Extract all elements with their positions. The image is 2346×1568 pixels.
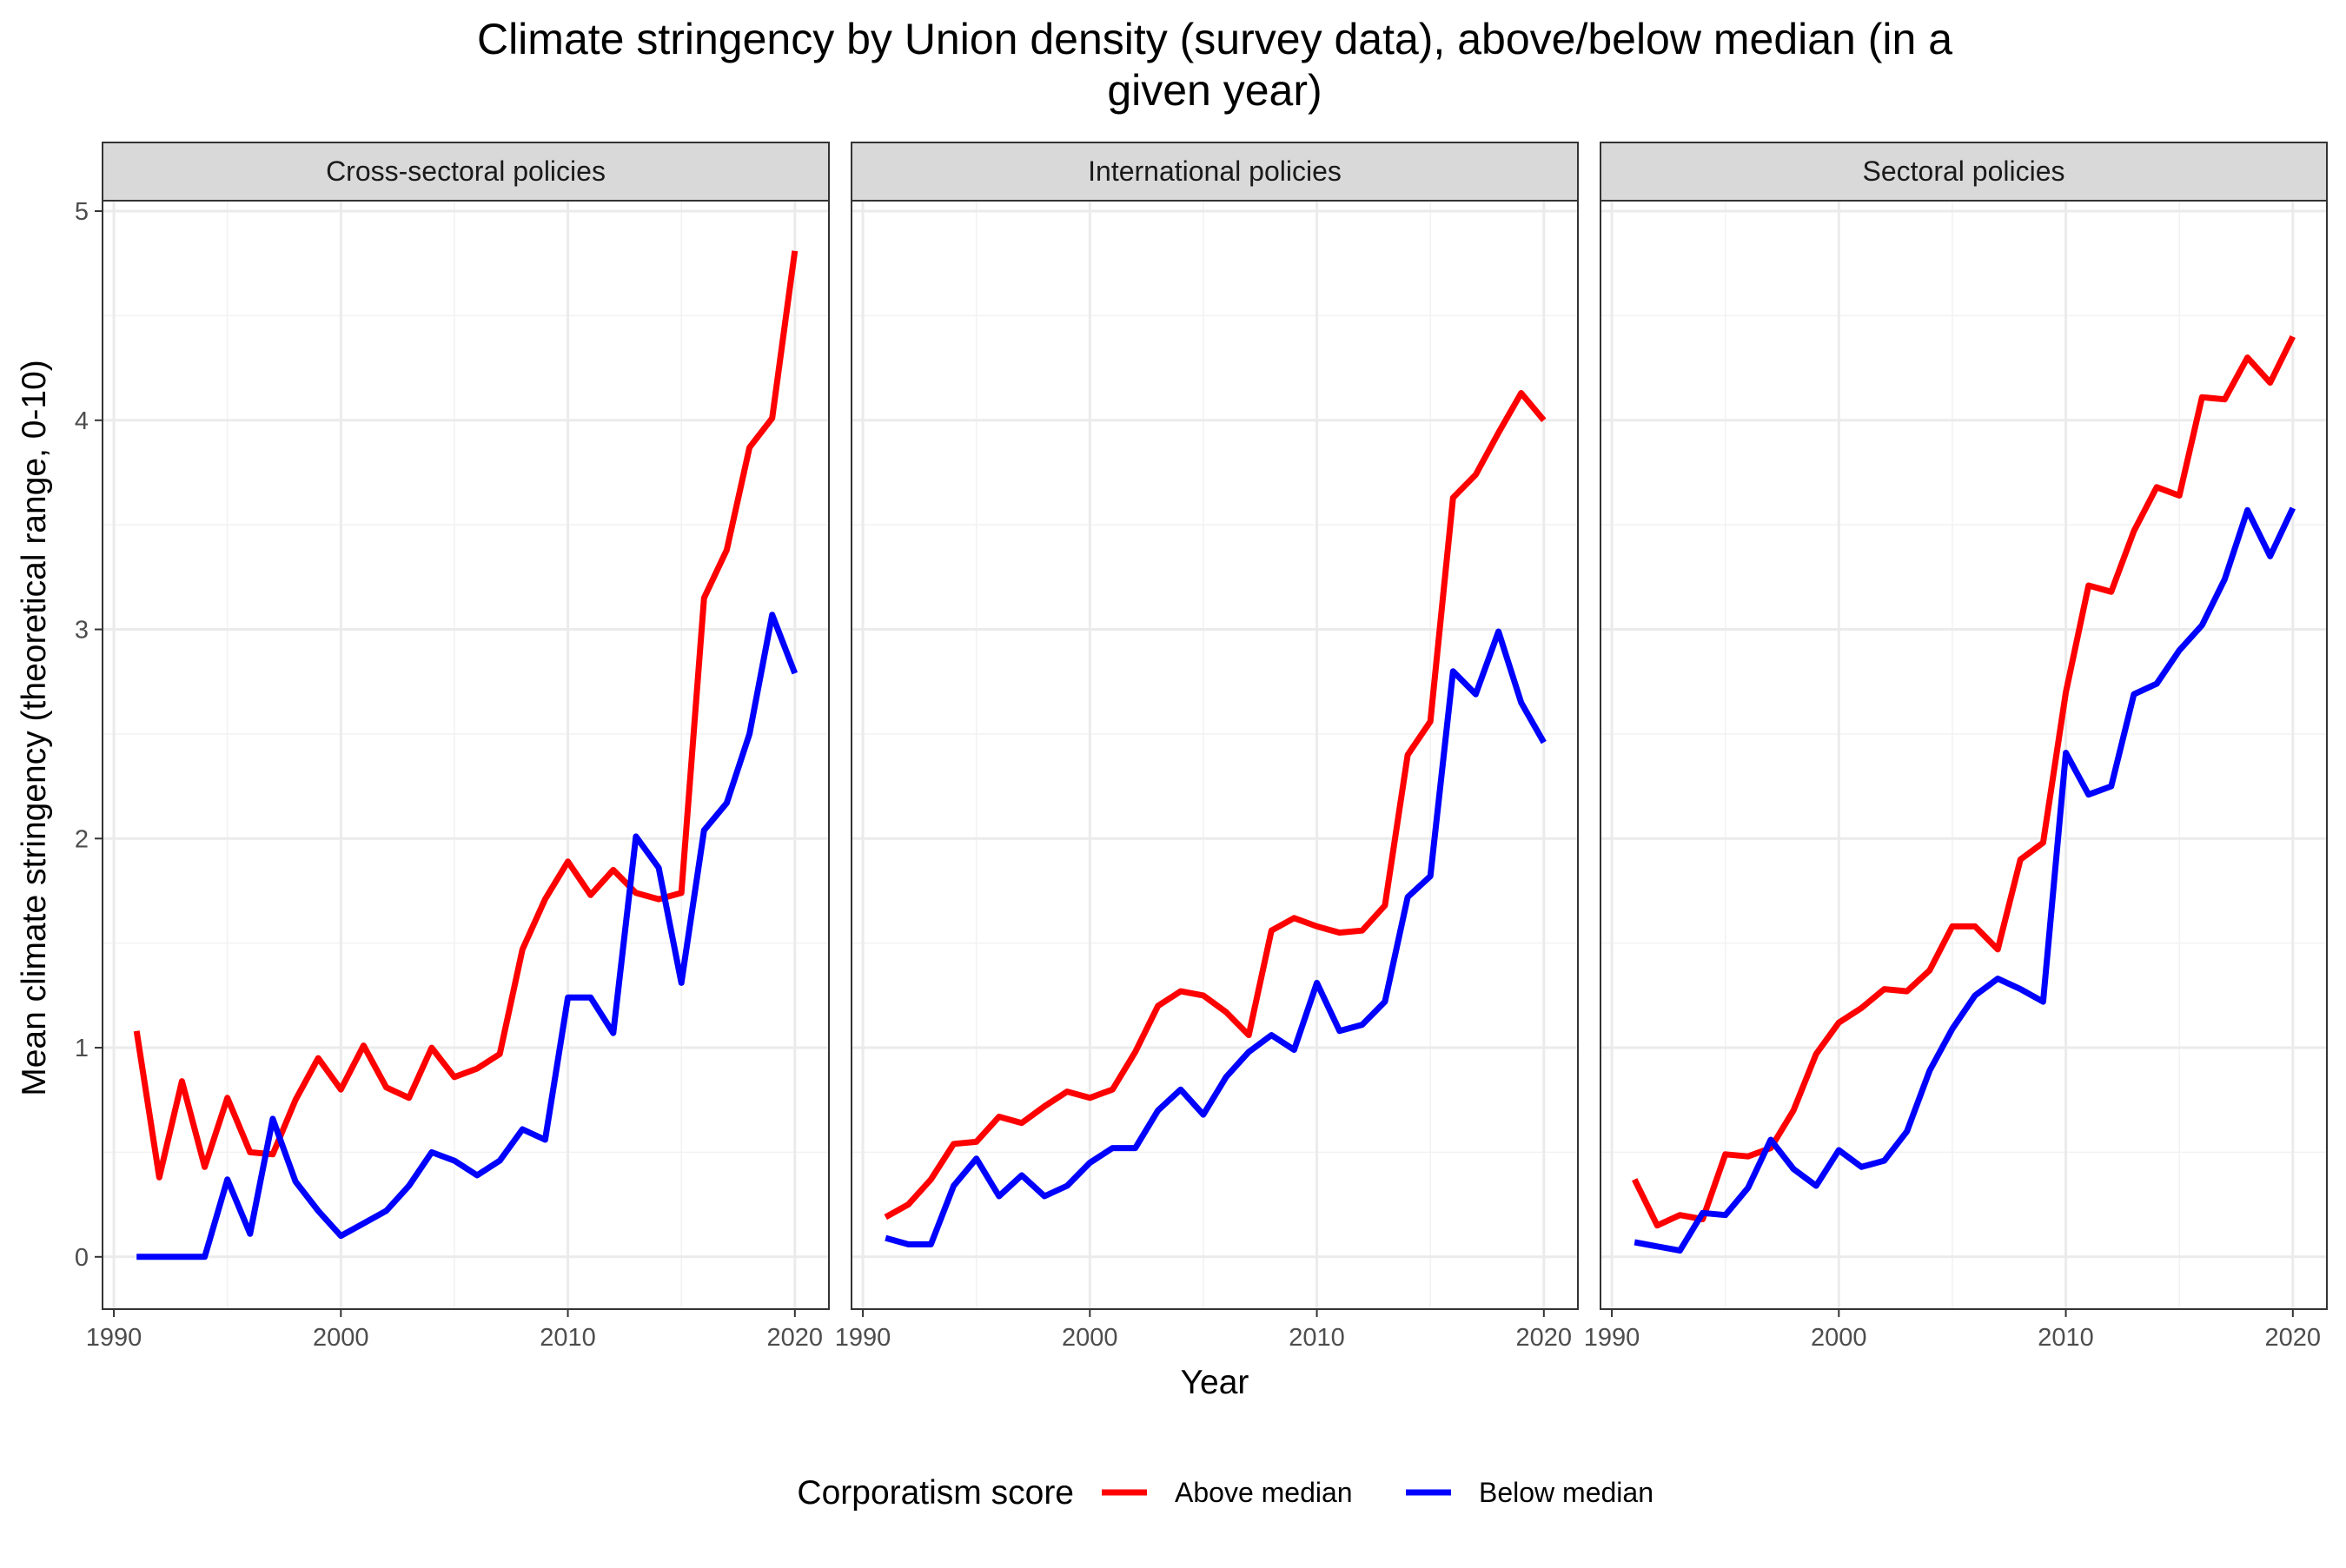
x-tick-label: 2020 (767, 1324, 824, 1352)
y-tick-label: 1 (75, 1035, 89, 1062)
x-tick-label: 2010 (1289, 1324, 1345, 1352)
x-tick-label: 2010 (2038, 1324, 2094, 1352)
panel-border (102, 200, 830, 1310)
chart-title-line-1: Climate stringency by Union density (sur… (477, 15, 1952, 63)
series-line-above-median (884, 390, 1547, 1221)
legend-title: Corporatism score (797, 1474, 1074, 1512)
y-tick-label: 2 (75, 825, 89, 853)
y-axis-label: Mean climate stringency (theoretical ran… (16, 360, 53, 1096)
series-line-below-median (885, 628, 1547, 1247)
x-tick-label: 2020 (2265, 1324, 2322, 1352)
y-tick-label: 3 (75, 617, 89, 645)
x-tick-label: 2000 (1811, 1324, 1867, 1352)
legend-label-below-median: Below median (1479, 1477, 1653, 1508)
plot-background (1600, 201, 2327, 1309)
legend-label-above-median: Above median (1175, 1477, 1353, 1508)
x-tick-label: 2020 (1516, 1324, 1573, 1352)
series-line-below-median (136, 612, 799, 1260)
legend: Corporatism score Above median Below med… (797, 1474, 1653, 1512)
panel-strip-label: International policies (1088, 155, 1342, 187)
x-axis-label: Year (1181, 1364, 1249, 1401)
panel-border (1600, 200, 2328, 1310)
panel-strip (1600, 142, 2328, 202)
panel-cross-sectoral-policies: Cross-sectoral policies 1990 2000 2010 2020 0… (75, 142, 830, 1352)
panel-strip-label: Cross-sectoral policies (326, 155, 606, 187)
panel-strip (102, 142, 830, 202)
panel-border (851, 200, 1579, 1310)
plot-background (852, 201, 1578, 1309)
series-line-above-median (1632, 334, 2296, 1229)
y-tick-label: 5 (75, 198, 89, 226)
panel-sectoral-policies: Sectoral policies 1990 2000 2010 2020 (1584, 142, 2328, 1352)
y-tick-label: 0 (75, 1244, 89, 1272)
chart-title-line-2: given year) (1107, 66, 1322, 115)
x-tick-label: 1990 (86, 1324, 142, 1352)
series-line-below-median (1634, 506, 2296, 1254)
x-tick-label: 2000 (313, 1324, 369, 1352)
x-tick-label: 1990 (835, 1324, 891, 1352)
panel-strip (851, 142, 1579, 202)
x-tick-label: 1990 (1584, 1324, 1640, 1352)
y-tick-label: 4 (75, 407, 89, 435)
panel-strip-label: Sectoral policies (1863, 155, 2065, 187)
x-tick-label: 2000 (1062, 1324, 1118, 1352)
panel-international-policies: International policies 1990 2000 2010 2020 (835, 142, 1579, 1352)
plot-background (103, 201, 829, 1309)
x-tick-label: 2010 (540, 1324, 596, 1352)
series-line-above-median (133, 250, 799, 1181)
